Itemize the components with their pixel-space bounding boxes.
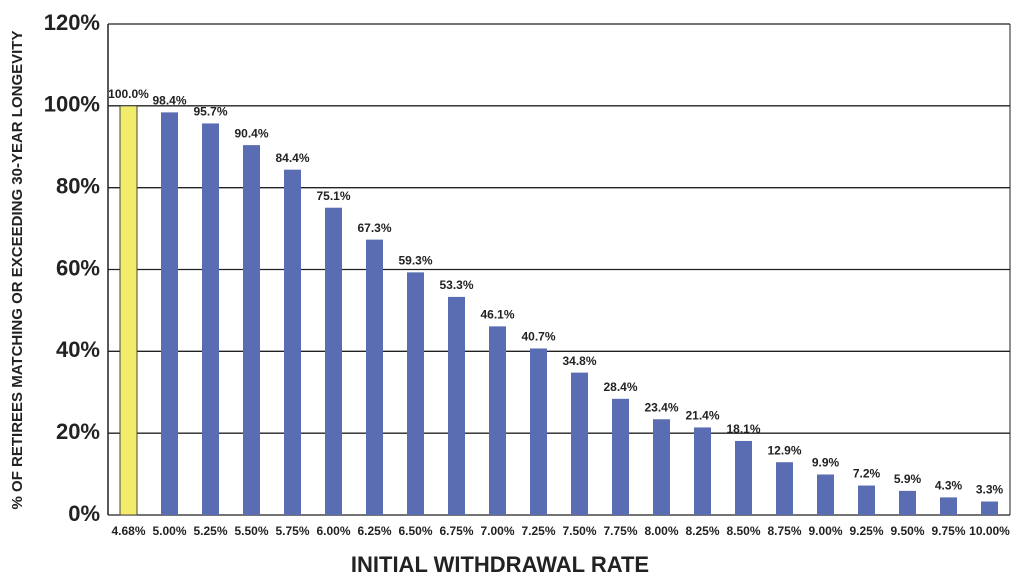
y-tick-label: 100%	[44, 92, 100, 117]
data-label: 67.3%	[357, 221, 391, 235]
bar	[571, 372, 588, 515]
x-tick-label: 9.00%	[808, 524, 842, 538]
x-tick-label: 5.75%	[275, 524, 309, 538]
data-label: 3.3%	[976, 483, 1004, 497]
data-label: 7.2%	[853, 467, 881, 481]
data-label: 98.4%	[152, 94, 186, 108]
data-label: 5.9%	[894, 472, 922, 486]
bar	[489, 326, 506, 515]
bar	[612, 398, 629, 515]
data-label: 4.3%	[935, 479, 963, 493]
x-tick-label: 10.00%	[969, 524, 1010, 538]
x-tick-label: 8.25%	[685, 524, 719, 538]
x-tick-label: 5.25%	[193, 524, 227, 538]
data-label: 9.9%	[812, 456, 840, 470]
data-label: 28.4%	[603, 380, 637, 394]
x-tick-label: 6.50%	[398, 524, 432, 538]
y-axis-title: % OF RETIREES MATCHING OR EXCEEDING 30-Y…	[9, 31, 26, 510]
x-tick-label: 7.00%	[480, 524, 514, 538]
data-label: 34.8%	[562, 354, 596, 368]
bar	[202, 123, 219, 516]
bar	[366, 239, 383, 515]
bar	[653, 419, 670, 515]
y-tick-label: 0%	[68, 501, 100, 526]
y-tick-label: 60%	[56, 255, 100, 280]
data-label: 84.4%	[275, 151, 309, 165]
bar	[899, 490, 916, 515]
bar	[161, 112, 178, 515]
x-tick-label: 4.68%	[111, 524, 145, 538]
data-label: 95.7%	[193, 105, 227, 119]
bar	[530, 348, 547, 515]
x-tick-label: 5.00%	[152, 524, 186, 538]
data-label: 100.0%	[108, 87, 149, 101]
data-label: 75.1%	[316, 189, 350, 203]
bar	[119, 105, 138, 516]
x-tick-label: 6.00%	[316, 524, 350, 538]
x-tick-label: 8.75%	[767, 524, 801, 538]
bar	[817, 474, 834, 515]
data-label: 21.4%	[685, 409, 719, 423]
data-label: 23.4%	[644, 400, 678, 414]
data-label: 46.1%	[480, 308, 514, 322]
x-tick-label: 8.50%	[726, 524, 760, 538]
bar	[981, 501, 998, 515]
bar	[858, 485, 875, 515]
bar	[284, 169, 301, 515]
data-label: 18.1%	[726, 422, 760, 436]
data-label: 53.3%	[439, 278, 473, 292]
x-tick-label: 9.75%	[931, 524, 965, 538]
x-tick-label: 9.25%	[849, 524, 883, 538]
y-tick-label: 80%	[56, 173, 100, 198]
x-axis-title: INITIAL WITHDRAWAL RATE	[351, 552, 649, 577]
y-tick-label: 120%	[44, 10, 100, 35]
bar	[448, 296, 465, 515]
x-tick-label: 7.25%	[521, 524, 555, 538]
bar	[735, 440, 752, 515]
bar	[407, 272, 424, 515]
data-label: 40.7%	[521, 330, 555, 344]
bar	[243, 145, 260, 515]
bar	[776, 462, 793, 515]
x-tick-label: 8.00%	[644, 524, 678, 538]
y-tick-label: 40%	[56, 337, 100, 362]
x-tick-label: 5.50%	[234, 524, 268, 538]
bar	[325, 207, 342, 516]
bar	[940, 497, 957, 515]
data-label: 12.9%	[767, 443, 801, 457]
x-tick-label: 6.25%	[357, 524, 391, 538]
x-tick-label: 7.50%	[562, 524, 596, 538]
y-tick-label: 20%	[56, 419, 100, 444]
bar	[694, 427, 711, 515]
x-tick-label: 6.75%	[439, 524, 473, 538]
x-tick-label: 9.50%	[890, 524, 924, 538]
data-label: 59.3%	[398, 254, 432, 268]
data-label: 90.4%	[234, 126, 268, 140]
x-tick-label: 7.75%	[603, 524, 637, 538]
